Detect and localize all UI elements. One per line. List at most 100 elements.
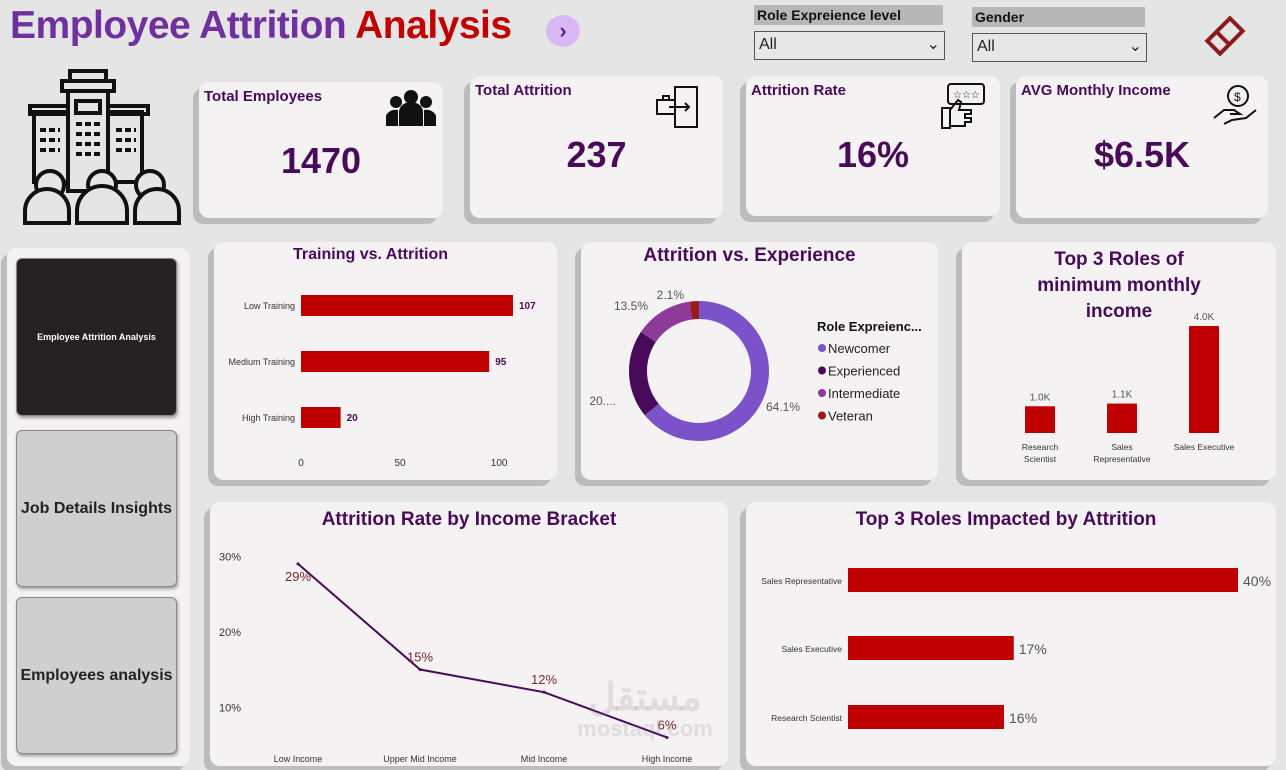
svg-text:☆☆☆: ☆☆☆ xyxy=(953,90,980,101)
x-tick-label: High Income xyxy=(642,754,693,764)
chart-title: Top 3 Roles of minimum monthly income xyxy=(1037,249,1201,322)
category-label: Sales Representative xyxy=(761,576,842,586)
data-label: 20 xyxy=(347,413,359,424)
bar xyxy=(301,351,490,372)
experience-dropdown-value: All xyxy=(759,36,777,53)
category-label: Scientist xyxy=(1024,454,1057,464)
exit-door-icon xyxy=(656,86,698,128)
min-income-bar-chart: 1.0K Research Scientist 1.1K Sales Representa… xyxy=(1022,312,1235,464)
kpi-card-total-attrition: Total Attrition 237 xyxy=(470,76,723,218)
category-label: Medium Training xyxy=(228,357,295,367)
slice-label: 13.5% xyxy=(614,299,648,313)
x-tick-label: Mid Income xyxy=(521,754,568,764)
legend-item: Experienced xyxy=(828,364,900,379)
category-label: Low Training xyxy=(244,301,295,311)
bar xyxy=(301,295,513,316)
office-building-people-icon xyxy=(23,69,181,225)
legend-item: Veteran xyxy=(828,409,873,424)
slice-label: 64.1% xyxy=(766,400,800,414)
data-label: 1.1K xyxy=(1112,390,1133,401)
slice-label: 20.... xyxy=(589,394,616,408)
bar xyxy=(1025,406,1055,433)
gender-dropdown-value: All xyxy=(977,38,995,55)
chart-title: Top 3 Roles Impacted by Attrition xyxy=(855,509,1157,530)
filter-label-gender: Gender xyxy=(972,7,1145,27)
bar xyxy=(301,407,341,428)
nav-job-details-insights[interactable]: Job Details Insights xyxy=(16,430,177,587)
nav-employee-attrition-analysis[interactable]: Employee Attrition Analysis xyxy=(16,258,177,416)
chevron-down-icon: ⌄ xyxy=(1128,38,1142,55)
x-tick-label: Upper Mid Income xyxy=(383,754,457,764)
data-label: 4.0K xyxy=(1194,312,1215,323)
donut-slice-experienced xyxy=(629,332,659,416)
gender-dropdown[interactable]: All ⌄ xyxy=(972,33,1147,62)
data-point xyxy=(665,735,669,739)
data-label: 95 xyxy=(495,357,507,368)
y-tick-label: 10% xyxy=(219,702,241,714)
watermark: مستقل mostaql.com xyxy=(577,677,713,741)
x-tick-label: 50 xyxy=(395,458,407,469)
legend-marker xyxy=(818,366,826,375)
kpi-label: Total Attrition xyxy=(475,82,572,99)
bar xyxy=(848,705,1004,729)
chart-title: Attrition Rate by Income Bracket xyxy=(321,509,617,530)
chevron-right-icon[interactable]: › xyxy=(546,15,580,47)
nav-employees-analysis[interactable]: Employees analysis xyxy=(16,597,177,754)
legend-marker xyxy=(818,389,826,397)
donut-slice-intermediate xyxy=(640,301,693,343)
data-label: 17% xyxy=(1019,641,1047,657)
legend-marker xyxy=(818,411,826,420)
data-label: 16% xyxy=(1009,710,1037,726)
data-label: 12% xyxy=(531,672,557,687)
donut-slice-veteran xyxy=(689,301,699,320)
data-label: 6% xyxy=(658,717,677,732)
x-tick-label: 100 xyxy=(491,458,508,469)
kpi-card-avg-monthly-income: AVG Monthly Income $ $6.5K xyxy=(1016,76,1268,218)
legend-marker xyxy=(818,344,826,352)
kpi-label: AVG Monthly Income xyxy=(1021,82,1171,99)
x-tick-label: Low Income xyxy=(274,754,323,764)
bar xyxy=(1189,326,1219,433)
slice-label: 2.1% xyxy=(657,288,685,302)
experience-donut-chart: 64.1% 20.... 13.5% 2.1% Role Expreienc... New… xyxy=(589,288,922,441)
bar xyxy=(848,568,1238,592)
category-label: Sales Executive xyxy=(1174,442,1235,452)
eraser-icon[interactable] xyxy=(1204,16,1246,56)
experience-dropdown[interactable]: All ⌄ xyxy=(754,31,945,60)
rating-thumbs-up-icon: ☆☆☆ xyxy=(941,83,985,129)
roles-impacted-bar-chart: Sales Representative 40% Sales Executive 17… xyxy=(761,568,1271,729)
kpi-value: $6.5K xyxy=(1093,134,1191,175)
donut-slice-newcomer xyxy=(644,301,769,441)
category-label: Research Scientist xyxy=(771,713,843,723)
kpi-card-total-employees: Total Employees 1470 xyxy=(199,82,443,218)
roles-impacted-card: Top 3 Roles Impacted by Attrition Sales … xyxy=(746,502,1276,766)
training-bar-chart: Low Training 107 Medium Training 95 High Tra… xyxy=(228,295,536,469)
y-tick-label: 30% xyxy=(219,551,241,563)
data-label: 1.0K xyxy=(1030,392,1051,403)
category-label: Representative xyxy=(1093,454,1150,464)
bar xyxy=(848,636,1014,660)
y-tick-label: 20% xyxy=(219,627,241,639)
page-title: Employee Attrition Analysis xyxy=(10,4,512,47)
data-label: 29% xyxy=(285,569,311,584)
svg-text:$: $ xyxy=(1234,90,1241,104)
data-label: 40% xyxy=(1243,573,1271,589)
training-vs-attrition-card: Training vs. Attrition Low Training 107 Me… xyxy=(214,242,557,480)
category-label: Sales Executive xyxy=(782,644,843,654)
data-point xyxy=(296,562,300,566)
chevron-down-icon: ⌄ xyxy=(926,36,940,53)
money-hand-icon: $ xyxy=(1213,85,1257,125)
people-icon xyxy=(386,90,436,126)
series-line xyxy=(297,563,668,739)
kpi-card-attrition-rate: Attrition Rate ☆☆☆ 16% xyxy=(746,76,1000,216)
kpi-value: 16% xyxy=(836,134,910,175)
income-bracket-card: Attrition Rate by Income Bracket 30% 20% 1… xyxy=(210,502,728,766)
chart-title: Attrition vs. Experience xyxy=(643,245,856,266)
legend-title: Role Expreienc... xyxy=(817,319,922,334)
legend-item: Intermediate xyxy=(828,386,900,401)
kpi-label: Attrition Rate xyxy=(751,82,846,99)
kpi-value: 237 xyxy=(566,134,627,175)
category-label: Sales xyxy=(1111,442,1132,452)
data-point xyxy=(418,668,422,672)
attrition-vs-experience-card: Attrition vs. Experience 64.1% 20.... 13.5… xyxy=(581,242,938,480)
